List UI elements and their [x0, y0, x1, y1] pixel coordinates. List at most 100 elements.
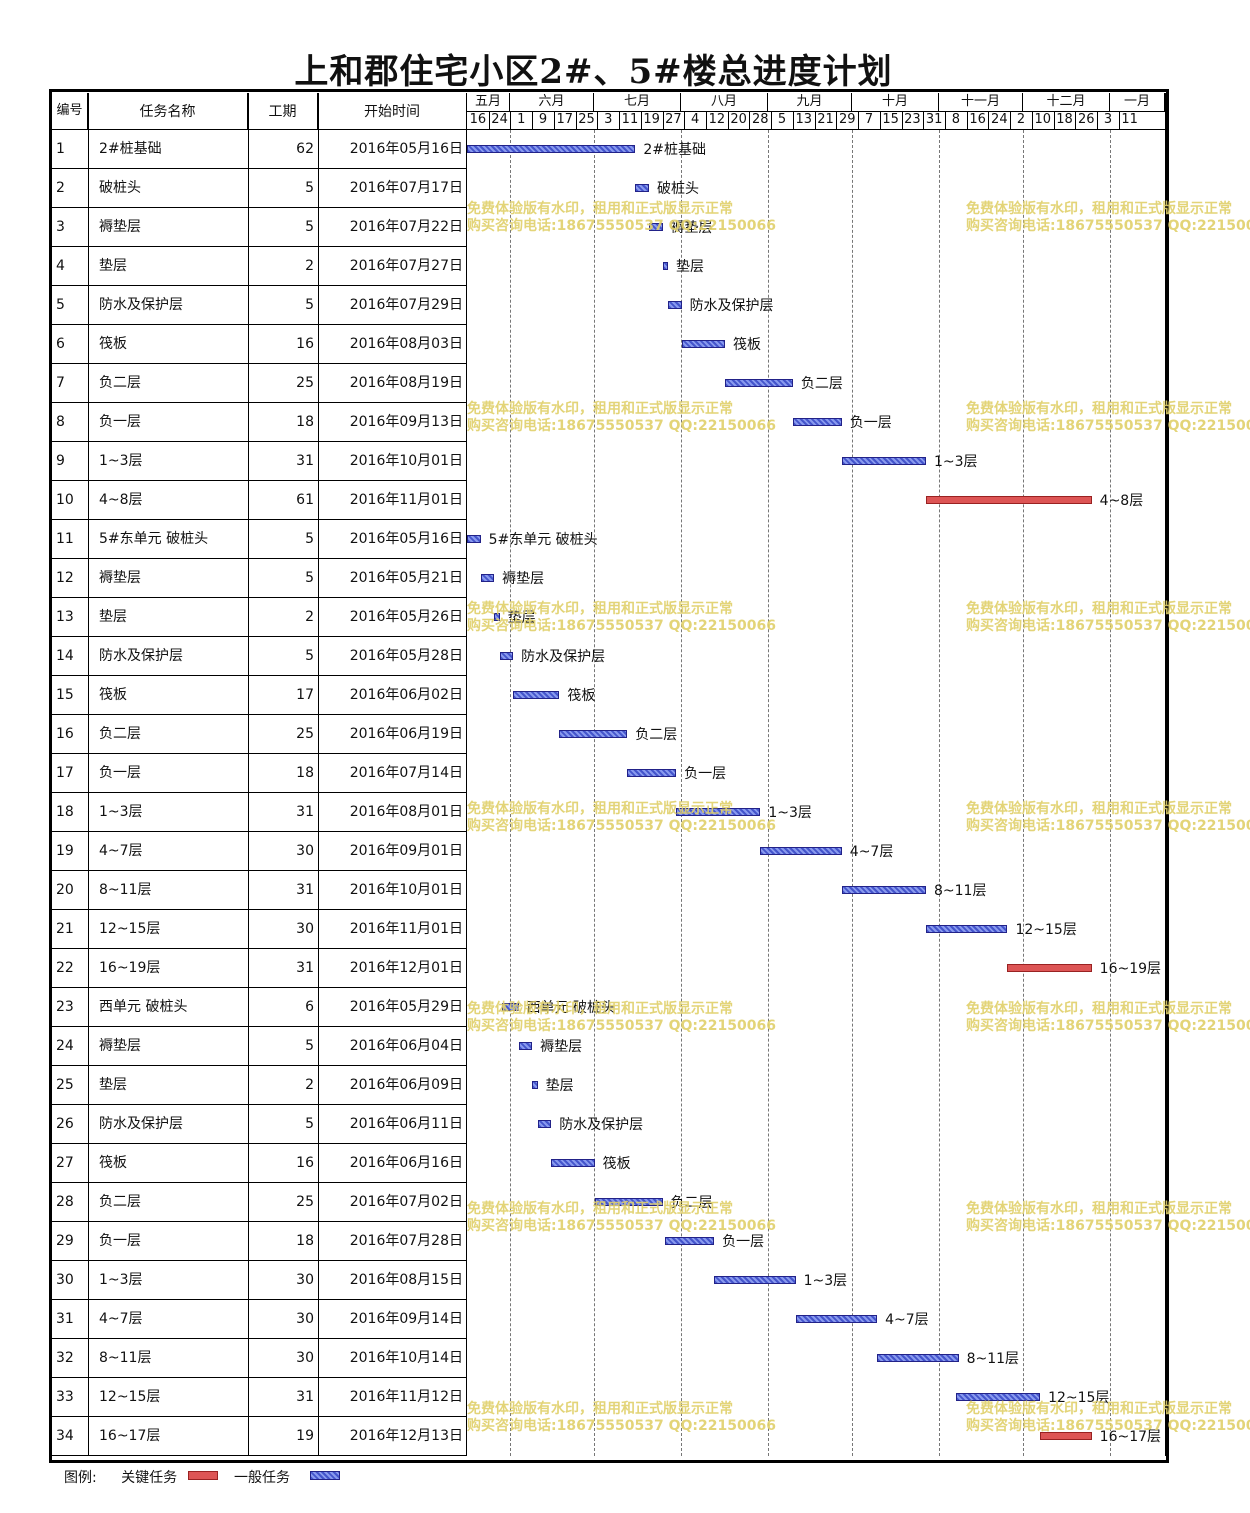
month-gridline: [852, 130, 853, 1456]
table-column-divider: [318, 93, 319, 1456]
task-id-cell: 11: [56, 531, 74, 547]
gantt-bar-label: 4~8层: [1099, 492, 1144, 509]
task-duration-cell: 18: [296, 414, 314, 430]
gantt-bar: [725, 378, 793, 387]
timeline-tick-divider: [749, 111, 751, 129]
gantt-bar: [841, 885, 926, 894]
task-duration-cell: 5: [305, 570, 314, 586]
task-duration-cell: 2: [305, 1077, 314, 1093]
timeline-month: 十一月: [939, 93, 1023, 111]
watermark-line-2: 购买咨询电话:18675550537 QQ:22150066: [467, 1018, 776, 1034]
task-name-cell: 1~3层: [99, 1272, 143, 1288]
timeline-month: 五月: [467, 93, 510, 111]
table-row-divider: [52, 519, 467, 520]
timeline-tick-divider: [510, 111, 512, 129]
watermark-line-1: 免费体验版有水印，租用和正式版显示正常: [966, 801, 1232, 817]
task-duration-cell: 31: [296, 882, 314, 898]
legend-label: 图例:: [64, 1470, 97, 1486]
timeline-tick-divider: [792, 111, 794, 129]
task-duration-cell: 16: [296, 1155, 314, 1171]
task-start-cell: 2016年11月01日: [349, 921, 463, 937]
timeline-tick-label: 31: [925, 112, 943, 127]
table-row-divider: [52, 1299, 467, 1300]
watermark-line-2: 购买咨询电话:18675550537 QQ:22150066: [467, 218, 776, 234]
timeline-tick-divider: [1053, 111, 1055, 129]
task-start-cell: 2016年07月28日: [349, 1233, 463, 1249]
gantt-bar: [627, 768, 677, 777]
gantt-bar-label: 负一层: [849, 414, 892, 431]
gantt-bar-label: 破桩头: [656, 180, 699, 197]
month-gridline: [1110, 130, 1111, 1456]
gantt-bar-label: 2#桩基础: [643, 141, 707, 158]
gantt-bar-label: 8~11层: [966, 1350, 1020, 1367]
task-duration-cell: 18: [296, 1233, 314, 1249]
task-name-cell: 2#桩基础: [99, 141, 162, 157]
table-row-divider: [52, 1260, 467, 1261]
task-duration-cell: 31: [296, 1389, 314, 1405]
task-name-cell: 负二层: [99, 726, 141, 742]
header-task-name: 任务名称: [88, 93, 248, 129]
task-duration-cell: 30: [296, 1311, 314, 1327]
task-name-cell: 负一层: [99, 414, 141, 430]
task-duration-cell: 30: [296, 1272, 314, 1288]
timeline-tick-label: 1: [517, 112, 526, 127]
month-gridline: [768, 130, 769, 1456]
task-duration-cell: 18: [296, 765, 314, 781]
legend-normal-label: 一般任务: [234, 1470, 290, 1486]
gantt-bar-label: 防水及保护层: [521, 648, 606, 665]
task-name-cell: 12~15层: [99, 1389, 161, 1405]
task-id-cell: 18: [56, 804, 74, 820]
legend-critical-swatch: [188, 1471, 218, 1480]
task-name-cell: 西单元 破桩头: [99, 999, 188, 1015]
table-row-divider: [52, 168, 467, 169]
timeline-tick-divider: [662, 111, 664, 129]
task-name-cell: 1~3层: [99, 453, 143, 469]
timeline-tick-label: 2: [1016, 112, 1026, 127]
timeline-tick-label: 3: [604, 112, 613, 127]
table-row-divider: [52, 207, 467, 208]
task-name-cell: 筏板: [99, 336, 127, 352]
gantt-bar: [648, 222, 663, 231]
task-name-cell: 负二层: [99, 1194, 141, 1210]
timeline-tick-label: 23: [904, 112, 921, 127]
gantt-bar: [877, 1353, 959, 1362]
table-row-divider: [52, 636, 467, 637]
gantt-bar: [532, 1080, 538, 1089]
gantt-bar-label: 16~19层: [1099, 960, 1162, 977]
gantt-bar: [714, 1275, 796, 1284]
timeline-month: 十二月: [1023, 93, 1110, 111]
task-duration-cell: 25: [296, 726, 314, 742]
task-duration-cell: 5: [305, 219, 314, 235]
gantt-bar-label: 5#东单元 破桩头: [488, 531, 598, 548]
task-name-cell: 4~8层: [99, 492, 143, 508]
table-row-divider: [52, 1104, 467, 1105]
timeline-tick-label: 18: [1056, 112, 1073, 127]
table-row-divider: [52, 558, 467, 559]
timeline-tick-label: 16: [469, 112, 487, 127]
timeline-tick-divider: [619, 111, 621, 129]
task-duration-cell: 5: [305, 1116, 314, 1132]
gantt-bar-label: 防水及保护层: [559, 1116, 644, 1133]
task-start-cell: 2016年05月26日: [349, 609, 463, 625]
chart-title: 上和郡住宅小区2#、5#楼总进度计划: [294, 52, 893, 92]
timeline-tick-divider: [923, 111, 925, 129]
table-row-divider: [52, 285, 467, 286]
task-id-cell: 26: [56, 1116, 74, 1132]
watermark-line-2: 购买咨询电话:18675550537 QQ:22150066: [966, 618, 1250, 634]
gantt-bar-label: 负二层: [670, 1194, 713, 1211]
gantt-bar: [559, 729, 628, 738]
gantt-bar-label: 负一层: [684, 765, 727, 782]
timeline-tick-label: 15: [882, 112, 899, 127]
watermark-line-2: 购买咨询电话:18675550537 QQ:22150066: [467, 1418, 776, 1434]
month-gridline: [594, 130, 595, 1456]
gantt-bar: [841, 456, 926, 465]
task-id-cell: 34: [56, 1428, 74, 1444]
watermark-line-2: 购买咨询电话:18675550537 QQ:22150066: [966, 1018, 1250, 1034]
gantt-bar: [926, 924, 1008, 933]
gantt-bar: [681, 339, 726, 348]
task-id-cell: 22: [56, 960, 74, 976]
task-name-cell: 褥垫层: [99, 219, 141, 235]
task-id-cell: 9: [56, 453, 65, 469]
task-duration-cell: 6: [305, 999, 314, 1015]
table-row-divider: [52, 597, 467, 598]
